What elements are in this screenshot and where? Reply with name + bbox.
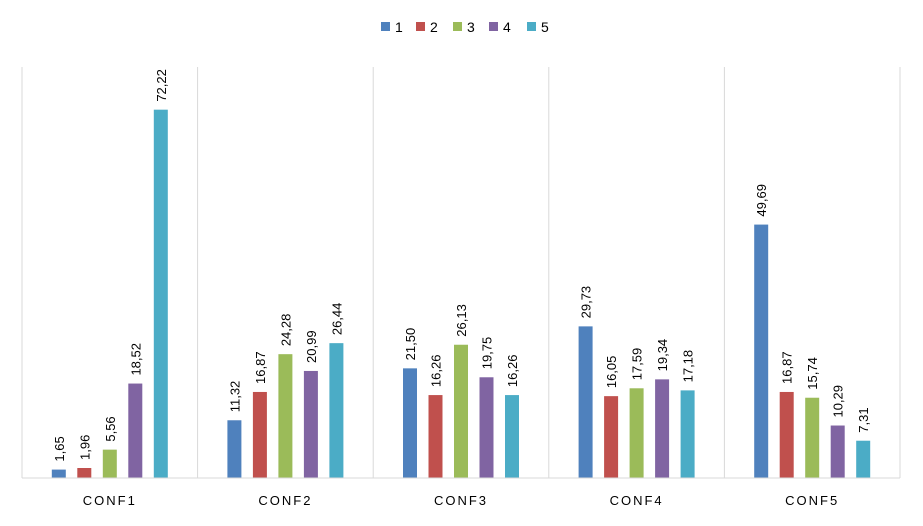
bar — [479, 377, 494, 478]
legend-label: 5 — [541, 19, 549, 35]
bar — [153, 109, 168, 478]
legend-label: 1 — [395, 19, 403, 35]
legend: 1 2 3 4 5 — [381, 19, 549, 35]
bar — [278, 354, 293, 478]
legend-swatch — [489, 22, 498, 31]
data-label: 19,75 — [480, 337, 495, 370]
bar — [454, 344, 468, 478]
x-tick-label: CONF3 — [434, 493, 488, 508]
x-tick-label: CONF4 — [610, 493, 664, 508]
bar — [856, 440, 871, 478]
x-tick-label: CONF2 — [258, 493, 312, 508]
bar — [629, 388, 644, 478]
legend-label: 3 — [467, 19, 475, 35]
data-label: 26,44 — [329, 303, 344, 336]
bar — [604, 396, 619, 478]
bar — [830, 425, 845, 478]
bar — [578, 326, 593, 478]
bar — [227, 420, 242, 478]
data-label: 16,87 — [780, 351, 795, 384]
legend-swatch — [527, 22, 536, 31]
data-label: 18,52 — [128, 343, 143, 376]
x-tick-label: CONF5 — [785, 493, 839, 508]
legend-swatch — [381, 22, 390, 31]
legend-label: 2 — [430, 19, 438, 35]
data-label: 1,65 — [52, 436, 67, 461]
bar — [51, 469, 66, 478]
data-label: 26,13 — [454, 304, 469, 337]
data-label: 5,56 — [103, 416, 118, 441]
legend-swatch — [453, 22, 462, 31]
data-label: 49,69 — [754, 184, 769, 217]
bar — [403, 368, 417, 478]
bar — [805, 397, 820, 478]
data-label: 15,74 — [805, 357, 820, 390]
bar — [329, 343, 344, 478]
bar — [655, 379, 670, 478]
category-separators — [21, 67, 901, 478]
legend-label: 4 — [503, 19, 511, 35]
bar — [428, 395, 443, 478]
bars — [51, 109, 871, 478]
data-label: 17,18 — [681, 350, 696, 383]
legend-swatch — [416, 22, 425, 31]
data-labels: 1,65 1,96 5,56 18,52 72,22 11,32 16,87 24,28 20,… — [52, 69, 871, 461]
data-label: 24,28 — [278, 314, 293, 347]
bar — [303, 370, 318, 478]
bar — [102, 449, 117, 478]
data-label: 72,22 — [154, 69, 169, 102]
data-label: 11,32 — [227, 381, 242, 413]
data-label: 7,31 — [856, 407, 871, 432]
bar — [779, 391, 794, 478]
data-label: 16,87 — [253, 351, 268, 384]
data-label: 1,96 — [77, 435, 92, 460]
data-label: 16,26 — [429, 355, 444, 388]
data-label: 16,05 — [604, 356, 619, 389]
data-label: 10,29 — [831, 385, 846, 418]
data-label: 29,73 — [579, 286, 594, 319]
x-tick-label: CONF1 — [83, 493, 137, 508]
bar — [128, 383, 143, 478]
bar — [505, 395, 519, 478]
bar — [680, 390, 695, 478]
data-label: 21,50 — [403, 328, 418, 361]
bar — [754, 224, 769, 478]
data-label: 16,26 — [505, 355, 520, 388]
data-label: 20,99 — [304, 330, 319, 363]
data-label: 19,34 — [655, 339, 670, 372]
x-axis: CONF1 CONF2 CONF3 CONF4 CONF5 — [22, 477, 900, 508]
bar — [252, 391, 267, 478]
bar — [77, 468, 92, 478]
data-label: 17,59 — [630, 348, 645, 381]
